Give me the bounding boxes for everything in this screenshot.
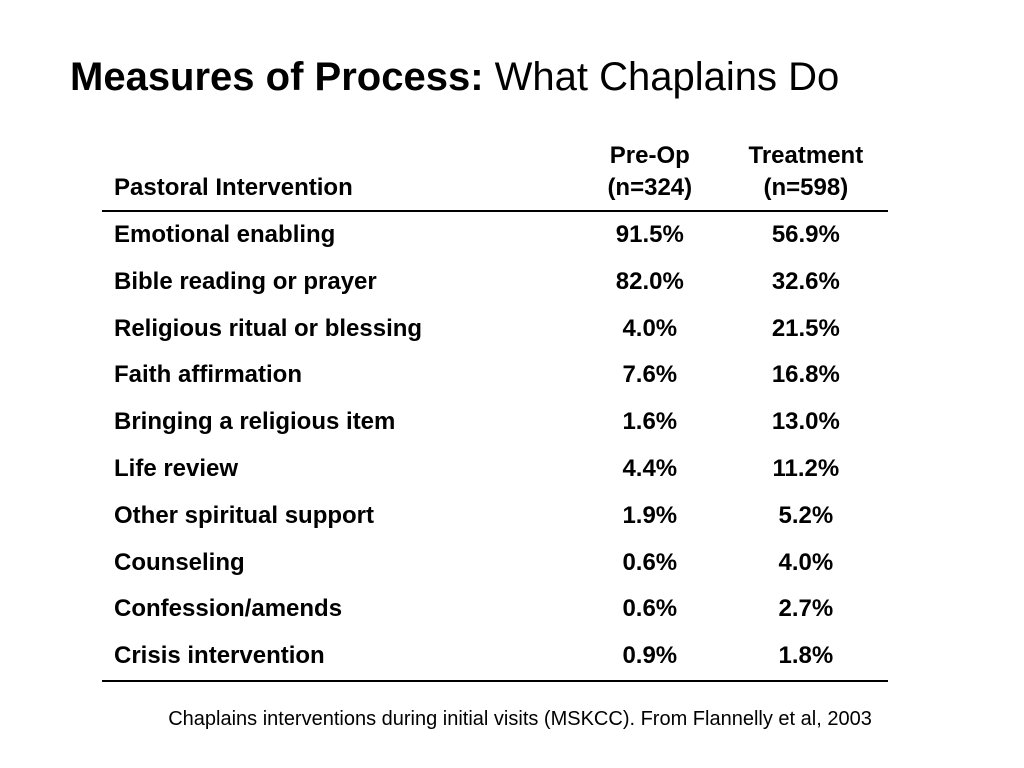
- table-row: Counseling 0.6% 4.0%: [102, 540, 888, 587]
- table-header-row: Pastoral Intervention Pre-Op (n=324) Tre…: [102, 140, 888, 212]
- preop-value: 4.0%: [622, 314, 678, 342]
- table-row: Bringing a religious item 1.6% 13.0%: [102, 399, 888, 446]
- preop-value: 91.5%: [615, 221, 684, 248]
- intervention-label: Religious ritual or blessing: [114, 314, 423, 342]
- table-row: Emotional enabling 91.5% 56.9%: [102, 211, 888, 259]
- treatment-value: 2.7%: [778, 595, 834, 623]
- treatment-value: 13.0%: [771, 408, 840, 436]
- treatment-value: 32.6%: [771, 267, 840, 295]
- intervention-label: Emotional enabling: [114, 221, 336, 248]
- treatment-value: 1.8%: [723, 633, 888, 682]
- slide-title-subtitle: What Chaplains Do: [494, 55, 840, 99]
- treatment-value: 56.9%: [771, 221, 840, 248]
- header-pastoral-intervention: Pastoral Intervention: [102, 140, 576, 212]
- table-row: Crisis intervention 0.9% 1.8%: [102, 633, 888, 682]
- treatment-value: 16.8%: [771, 361, 840, 389]
- header-treatment-n: (n=598): [763, 174, 849, 201]
- slide-title: Measures of Process: What Chaplains Do: [70, 52, 970, 102]
- treatment-value: 21.5%: [771, 314, 840, 342]
- preop-value: 0.6%: [622, 595, 678, 623]
- header-treatment-name: Treatment: [748, 142, 864, 169]
- intervention-label: Bible reading or prayer: [114, 267, 377, 295]
- intervention-label: Bringing a religious item: [114, 408, 396, 436]
- preop-value: 7.6%: [622, 361, 678, 389]
- table-body: Emotional enabling 91.5% 56.9% Bible readin…: [102, 211, 888, 682]
- table-row: Life review 4.4% 11.2%: [102, 446, 888, 493]
- table-row: Faith affirmation 7.6% 16.8%: [102, 352, 888, 399]
- interventions-table: Pastoral Intervention Pre-Op (n=324) Tre…: [102, 140, 888, 682]
- preop-value: 0.6%: [622, 548, 678, 576]
- source-caption: Chaplains interventions during initial v…: [168, 708, 872, 730]
- header-preop: Pre-Op (n=324): [575, 140, 724, 212]
- intervention-label: Life review: [114, 454, 239, 482]
- intervention-label: Counseling: [114, 548, 245, 576]
- intervention-label: Faith affirmation: [114, 361, 303, 389]
- intervention-label: Other spiritual support: [114, 501, 375, 529]
- table-row: Other spiritual support 1.9% 5.2%: [102, 493, 888, 540]
- intervention-label: Crisis intervention: [102, 633, 576, 682]
- preop-value: 82.0%: [615, 267, 684, 295]
- treatment-value: 5.2%: [778, 501, 834, 529]
- table-row: Religious ritual or blessing 4.0% 21.5%: [102, 306, 888, 353]
- table-row: Confession/amends 0.6% 2.7%: [102, 586, 888, 633]
- treatment-value: 11.2%: [772, 454, 840, 482]
- preop-value: 1.9%: [622, 501, 678, 529]
- preop-value: 1.6%: [622, 408, 678, 436]
- interventions-table-container: Pastoral Intervention Pre-Op (n=324) Tre…: [102, 140, 888, 682]
- treatment-value: 4.0%: [778, 548, 834, 576]
- preop-value: 4.4%: [622, 454, 678, 482]
- header-preop-name: Pre-Op: [609, 142, 690, 169]
- header-preop-n: (n=324): [607, 174, 693, 201]
- preop-value: 0.9%: [575, 633, 724, 682]
- slide-title-bold: Measures of Process:: [70, 55, 484, 99]
- table-row: Bible reading or prayer 82.0% 32.6%: [102, 259, 888, 306]
- intervention-label: Confession/amends: [114, 595, 343, 623]
- header-treatment: Treatment (n=598): [723, 140, 888, 212]
